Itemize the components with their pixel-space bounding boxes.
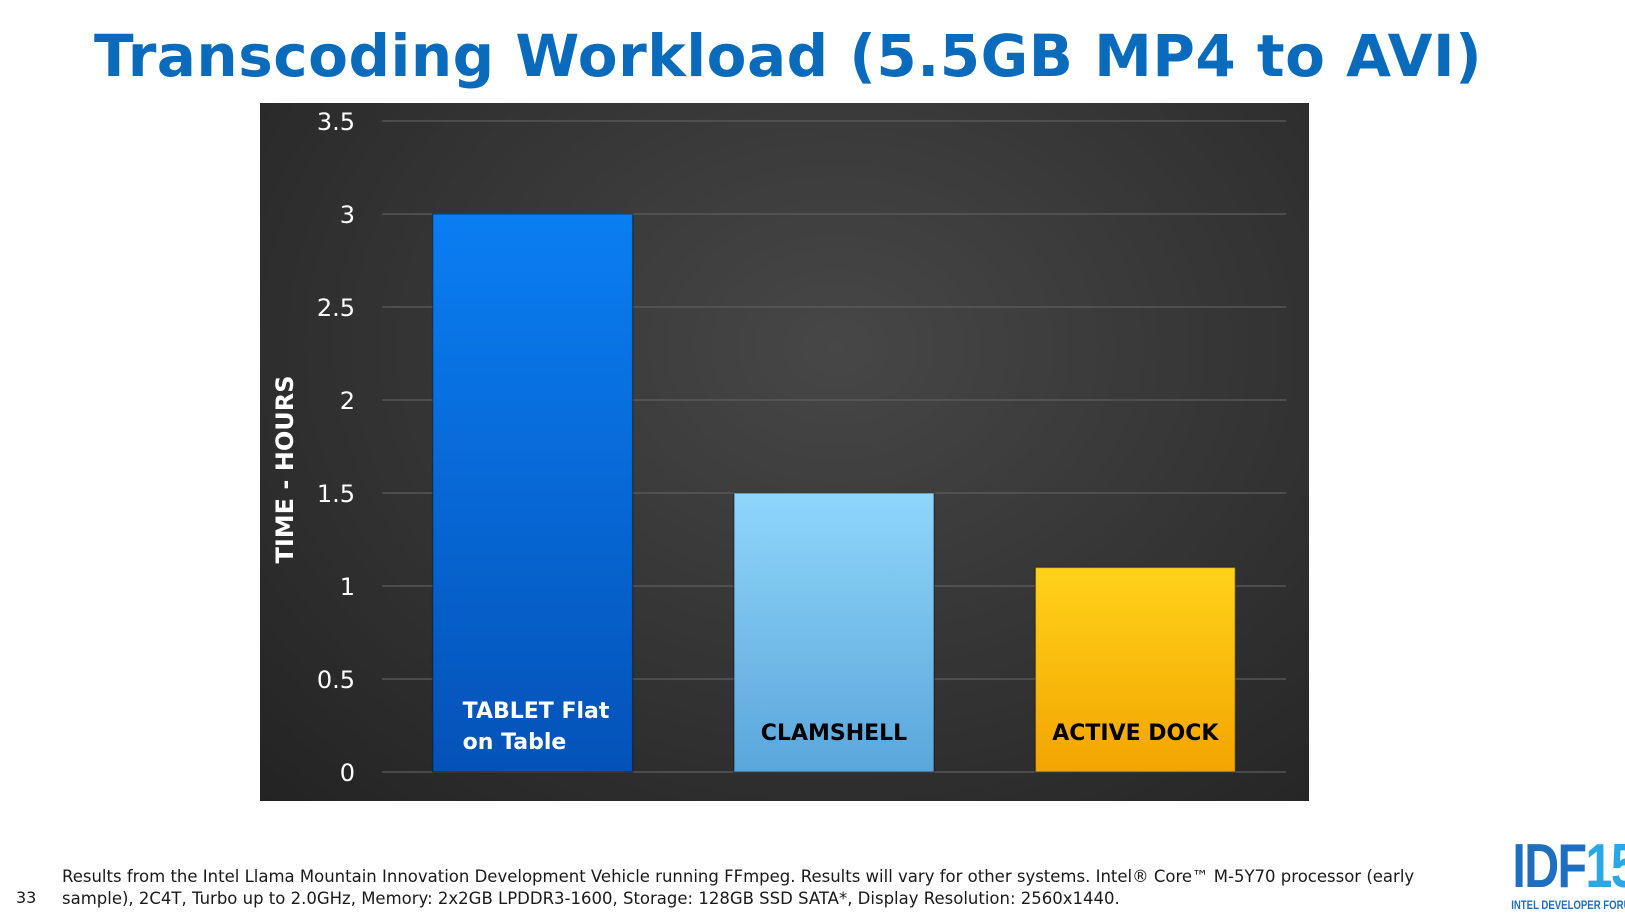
logo-main-text: IDF: [1512, 832, 1587, 901]
y-tick-label: 1: [340, 573, 355, 601]
bar-label: TABLET Flat: [463, 699, 610, 724]
slide-title: Transcoding Workload (5.5GB MP4 to AVI): [94, 22, 1483, 90]
y-tick-label: 1.5: [317, 480, 355, 508]
y-tick-label: 3: [340, 201, 355, 229]
y-axis-ticks: 0 0.5 1 1.5 2 2.5 3 3.5: [317, 108, 355, 787]
bar-label: CLAMSHELL: [761, 721, 907, 746]
y-tick-label: 2.5: [317, 294, 355, 322]
bars: [431, 213, 1237, 773]
bar: [431, 213, 634, 773]
idf-logo: IDF15 INTEL DEVELOPER FORUM: [1500, 836, 1625, 913]
bar-chart: 0 0.5 1 1.5 2 2.5 3 3.5 TABLET Flat on Table CLAM…: [271, 108, 1286, 787]
logo-year: 15: [1585, 832, 1625, 901]
footnote: Results from the Intel Llama Mountain In…: [62, 867, 1415, 908]
bar-label: ACTIVE DOCK: [1052, 721, 1219, 746]
logo-subtitle: INTEL DEVELOPER FORUM: [1511, 898, 1625, 912]
bar: [1034, 566, 1237, 773]
y-axis-label: TIME - HOURS: [271, 376, 299, 564]
bar-labels: TABLET Flat on Table CLAMSHELL ACTIVE DOCK: [463, 699, 1220, 755]
bar: [733, 492, 935, 773]
y-tick-label: 0: [340, 759, 355, 787]
y-tick-label: 3.5: [317, 108, 355, 136]
slide-number: 33: [16, 888, 37, 907]
y-tick-label: 0.5: [317, 666, 355, 694]
bar-label: on Table: [463, 730, 567, 755]
logo-main: IDF15: [1512, 836, 1625, 898]
y-tick-label: 2: [340, 387, 355, 415]
